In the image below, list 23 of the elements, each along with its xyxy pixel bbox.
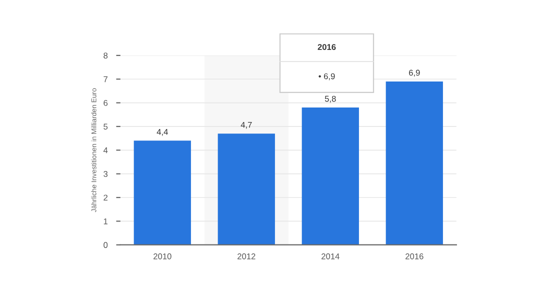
x-tick-label: 2016 [406, 253, 424, 260]
y-tick-label: 6 [104, 100, 108, 106]
data-label: 5,8 [324, 96, 336, 103]
x-tick-label: 2014 [322, 253, 340, 260]
y-tick-label: 4 [103, 147, 108, 154]
y-tick-label: 0 [104, 242, 108, 248]
bar [302, 108, 359, 245]
data-label: 4,7 [240, 122, 252, 129]
x-tick-label: 2010 [154, 253, 172, 260]
y-tick-label: 1 [104, 218, 108, 224]
y-tick-label: 5 [104, 124, 108, 130]
y-tick-label: 2 [104, 194, 108, 201]
y-tick-label: 8 [104, 52, 108, 59]
annotation: • 6,9 [318, 73, 335, 80]
text: 2016 [318, 44, 336, 50]
bar [386, 81, 443, 245]
y-tick-label: 3 [104, 171, 108, 177]
data-label: 6,9 [409, 70, 420, 77]
bar [218, 134, 275, 245]
data-label: 4,4 [156, 129, 168, 136]
y-tick-label: 7 [104, 76, 108, 82]
x-tick-label: 2012 [238, 253, 256, 260]
bar [134, 140, 191, 245]
